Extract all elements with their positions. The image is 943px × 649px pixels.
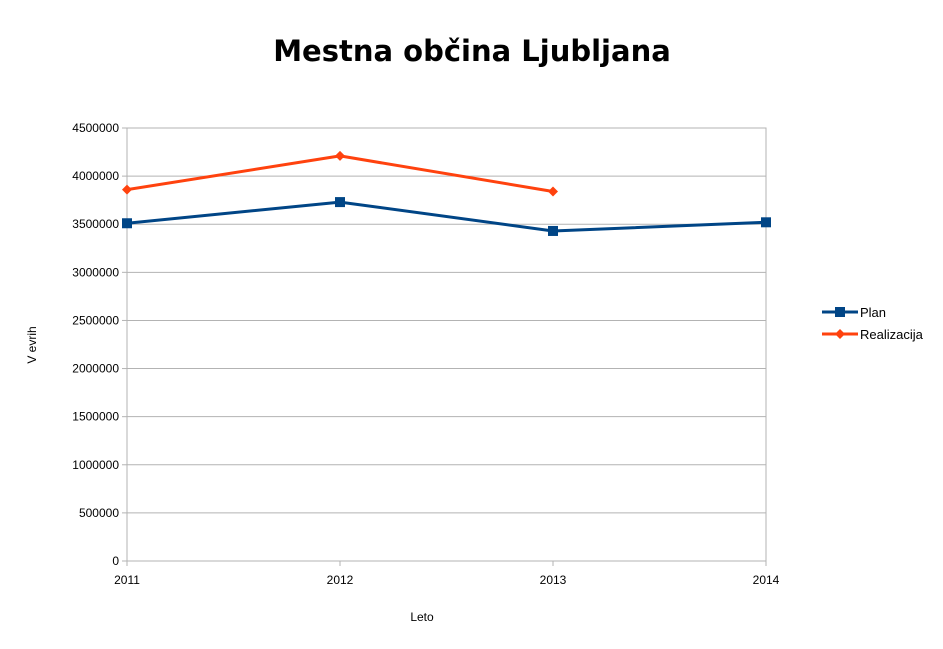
y-tick-label: 1500000 [72, 410, 119, 424]
series-realizacija [122, 150, 558, 197]
y-tick-label: 3500000 [72, 217, 119, 231]
series-layer [122, 150, 771, 236]
data-point [122, 218, 132, 229]
series-plan [122, 197, 771, 236]
x-axis-ticks: 2011 2012 2013 2014 [114, 561, 780, 587]
y-tick-label: 4000000 [72, 169, 119, 183]
data-point [335, 150, 345, 161]
legend-item: Realizacija [822, 327, 924, 342]
y-axis-title: V evrih [25, 326, 39, 363]
y-tick-label: 2000000 [72, 362, 119, 376]
legend-item: Plan [822, 305, 886, 320]
data-point [335, 197, 345, 208]
x-axis-title: Leto [410, 610, 434, 624]
y-tick-label: 0 [112, 554, 119, 568]
y-tick-label: 500000 [79, 506, 119, 520]
data-point [548, 225, 558, 236]
legend-marker [835, 329, 845, 339]
y-tick-label: 1000000 [72, 458, 119, 472]
legend: Plan Realizacija [822, 305, 924, 342]
y-axis-ticks: 0 500000 1000000 1500000 2000000 2500000 30000… [72, 121, 127, 568]
x-tick-label: 2011 [114, 573, 140, 587]
data-point [761, 217, 771, 228]
series-line [126, 200, 767, 233]
legend-marker [835, 307, 845, 317]
y-tick-label: 3000000 [72, 265, 119, 279]
x-tick-label: 2013 [540, 573, 567, 587]
y-tick-label: 4500000 [72, 121, 119, 135]
grid-lines [127, 127, 766, 562]
data-point [548, 186, 558, 197]
x-tick-label: 2012 [327, 573, 354, 587]
series-line [126, 154, 554, 193]
y-tick-label: 2500000 [72, 313, 119, 327]
legend-label: Realizacija [860, 327, 924, 342]
legend-label: Plan [860, 305, 886, 320]
data-point [122, 184, 132, 195]
x-tick-label: 2014 [753, 573, 780, 587]
chart-title: Mestna občina Ljubljana [273, 34, 671, 68]
plot-area [126, 127, 767, 562]
